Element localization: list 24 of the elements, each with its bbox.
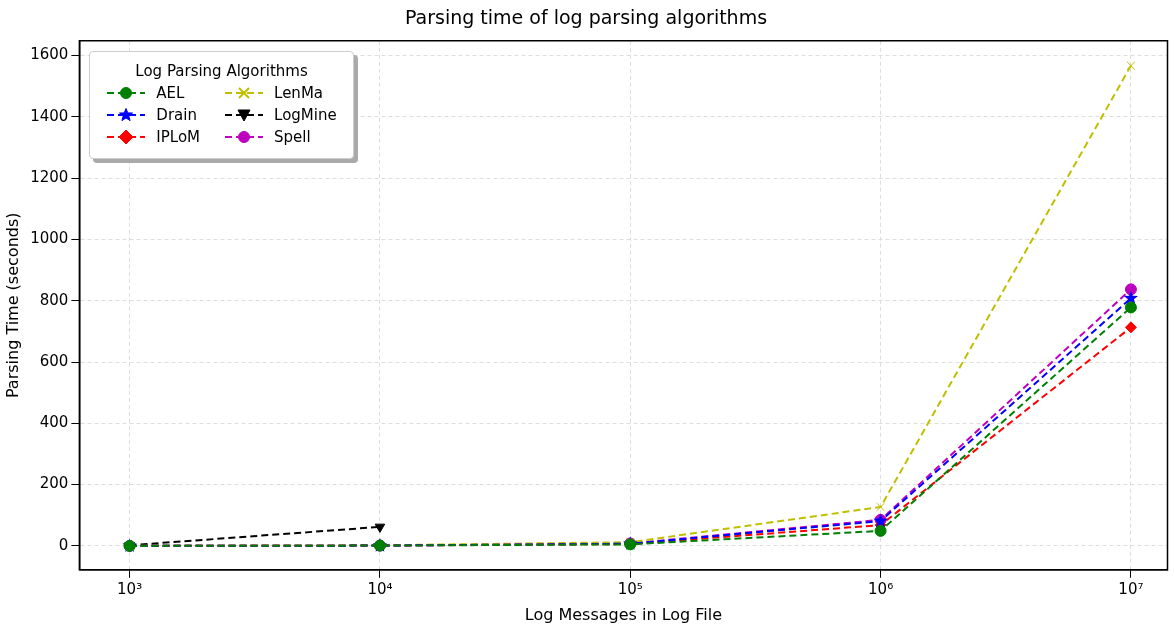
y-tick-label: 1400 <box>30 106 69 125</box>
legend-label: LenMa <box>274 83 324 102</box>
y-tick-label: 400 <box>39 413 69 432</box>
legend-title: Log Parsing Algorithms <box>134 61 309 80</box>
chart-title: Parsing time of log parsing algorithms <box>404 6 768 29</box>
legend-label: Spell <box>274 127 311 146</box>
x-axis-title: Log Messages in Log File <box>524 604 723 624</box>
y-tick-label: 600 <box>39 351 69 370</box>
legend-label: Drain <box>156 105 197 124</box>
legend-label: AEL <box>156 83 185 102</box>
y-tick-label: 1000 <box>30 229 69 248</box>
y-tick-label: 1200 <box>30 168 69 186</box>
y-axis-title: Parsing Time (seconds) <box>2 212 22 399</box>
x-tick-label: 10⁴ <box>367 579 393 598</box>
x-tick-label: 10⁶ <box>868 579 894 598</box>
x-tick-label: 10⁷ <box>1118 579 1144 598</box>
y-tick-label: 800 <box>39 290 69 309</box>
x-tick-label: 10⁵ <box>617 579 643 598</box>
y-tick-label: 200 <box>39 474 69 493</box>
y-tick-label: 0 <box>58 535 69 554</box>
legend-label: LogMine <box>274 105 337 124</box>
legend-label: IPLoM <box>156 127 201 146</box>
x-tick-label: 10³ <box>117 579 143 598</box>
y-tick-label: 1600 <box>30 45 69 64</box>
